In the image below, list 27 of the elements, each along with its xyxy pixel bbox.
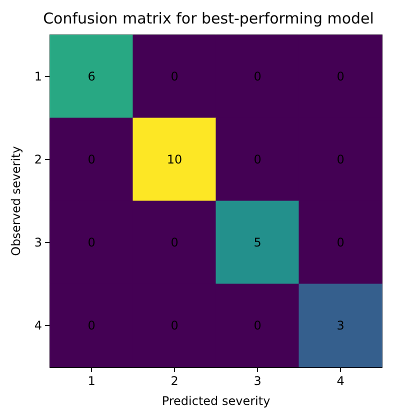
data-label: 0 [254,70,262,84]
y-tick-label: 4 [34,318,42,332]
y-tick-label: 2 [34,152,42,166]
data-label: 0 [88,318,96,332]
data-label: 6 [88,70,96,84]
x-tick-label: 2 [170,374,178,388]
y-axis-title: Observed severity [9,146,23,256]
data-label: 0 [88,236,96,250]
data-label: 0 [170,318,178,332]
data-label: 0 [170,236,178,250]
x-tick-label: 4 [336,374,344,388]
y-tick-label: 1 [34,70,42,84]
data-label: 0 [336,70,344,84]
x-axis-title: Predicted severity [162,394,270,408]
x-tick-label: 3 [254,374,262,388]
data-label: 10 [166,152,182,166]
data-label: 0 [254,152,262,166]
data-label: 0 [170,70,178,84]
data-label: 0 [336,236,344,250]
data-label: 0 [88,152,96,166]
chart-title: Confusion matrix for best-performing model [43,10,374,28]
data-label: 3 [336,318,344,332]
data-label: 5 [254,236,262,250]
y-tick-label: 3 [34,236,42,250]
data-label: 0 [254,318,262,332]
x-tick-label: 1 [88,374,96,388]
data-label: 0 [336,152,344,166]
